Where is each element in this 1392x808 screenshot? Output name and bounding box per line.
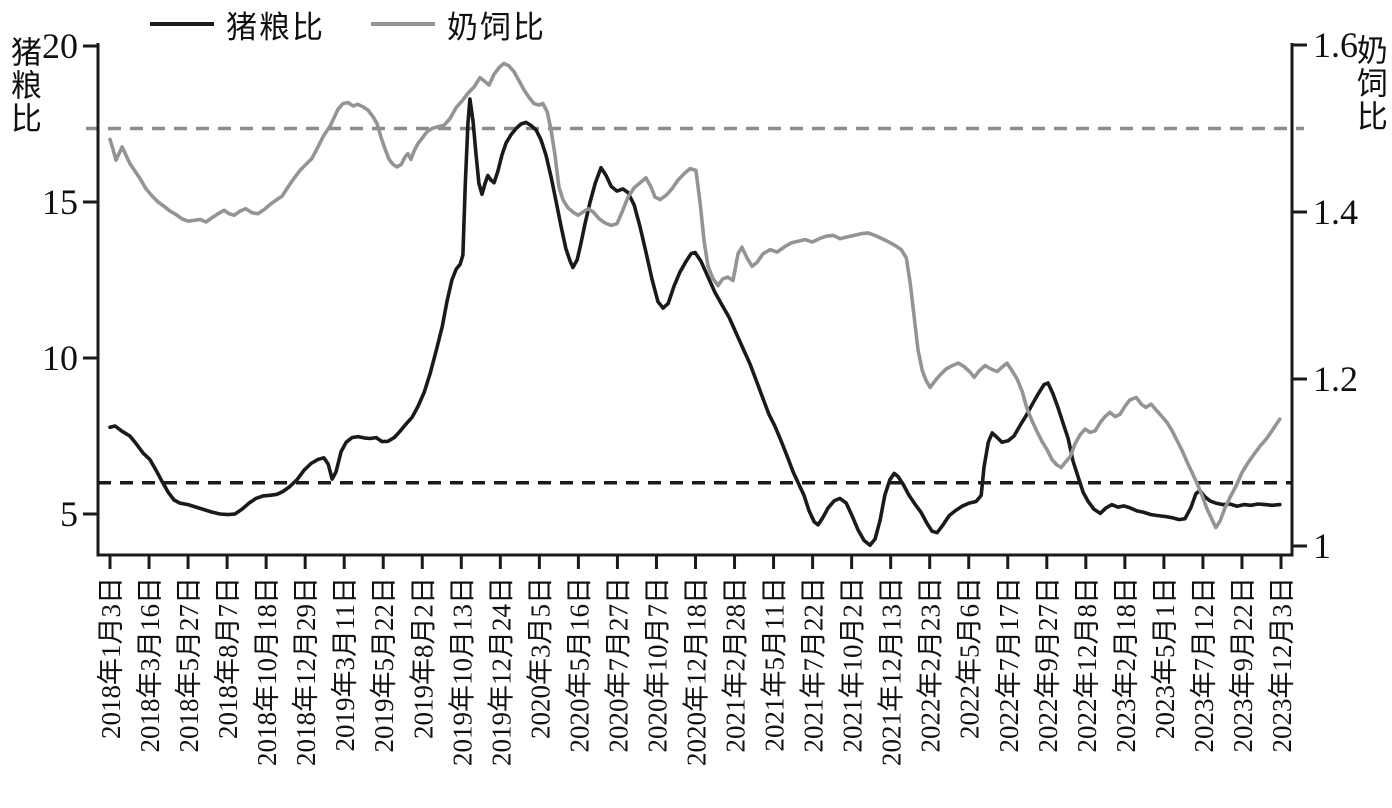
x-axis-date-label: 2020年10月7日 bbox=[642, 577, 672, 753]
x-axis-date-label: 2022年9月27日 bbox=[1033, 577, 1063, 753]
right-axis-tick-label: 1 bbox=[1313, 526, 1331, 566]
left-axis-tick-label: 20 bbox=[42, 26, 78, 66]
x-axis-date-label: 2021年10月2日 bbox=[838, 577, 868, 753]
x-axis-date-label: 2019年3月11日 bbox=[330, 577, 360, 752]
x-axis-date-label: 2022年12月8日 bbox=[1072, 577, 1102, 753]
x-axis-date-label: 2023年5月1日 bbox=[1150, 577, 1180, 739]
pig-grain-ratio-line bbox=[108, 97, 1282, 547]
left-axis-tick-label: 10 bbox=[42, 338, 78, 378]
x-axis-date-label: 2023年12月3日 bbox=[1267, 577, 1297, 753]
x-axis-date-label: 2022年5月6日 bbox=[955, 577, 985, 739]
left-axis-title: 猪粮比 bbox=[5, 36, 41, 135]
x-axis-date-label: 2019年8月2日 bbox=[408, 577, 438, 739]
legend: 猪粮比 奶饲比 bbox=[150, 2, 546, 46]
milk-feed-ratio-line bbox=[108, 61, 1282, 530]
x-axis-date-label: 2018年10月18日 bbox=[252, 577, 282, 766]
legend-item-milk-feed: 奶饲比 bbox=[371, 2, 546, 47]
right-axis-tick-label: 1.4 bbox=[1313, 192, 1358, 232]
x-axis-date-label: 2018年8月7日 bbox=[213, 577, 243, 739]
right-axis-tick-label: 1.2 bbox=[1313, 359, 1358, 399]
x-axis-date-label: 2021年12月13日 bbox=[877, 577, 907, 766]
legend-label-milk-feed: 奶饲比 bbox=[447, 9, 546, 45]
x-axis-date-label: 2020年7月27日 bbox=[603, 577, 633, 753]
x-axis-date-label: 2018年5月27日 bbox=[174, 577, 204, 753]
x-axis-date-label: 2018年1月3日 bbox=[96, 577, 126, 739]
right-axis-tick-label: 1.6 bbox=[1313, 25, 1358, 65]
x-axis-date-label: 2021年7月22日 bbox=[799, 577, 829, 753]
pig-grain-line-swatch bbox=[150, 22, 214, 26]
x-axis-date-label: 2021年2月28日 bbox=[721, 577, 751, 753]
x-axis-date-label: 2020年3月5日 bbox=[525, 577, 555, 739]
x-axis-date-label: 2019年5月22日 bbox=[369, 577, 399, 753]
legend-label-pig-grain: 猪粮比 bbox=[226, 9, 325, 45]
x-axis-date-label: 2019年10月13日 bbox=[447, 577, 477, 766]
x-axis-date-label: 2018年12月29日 bbox=[291, 577, 321, 766]
left-axis-tick-label: 15 bbox=[42, 182, 78, 222]
left-axis-tick-label: 5 bbox=[60, 494, 78, 534]
x-axis-date-label: 2022年2月23日 bbox=[916, 577, 946, 753]
right-axis-title: 奶饲比 bbox=[1351, 34, 1387, 133]
legend-item-pig-grain: 猪粮比 bbox=[150, 2, 325, 47]
x-axis-date-label: 2023年2月18日 bbox=[1111, 577, 1141, 753]
x-axis-date-label: 2022年7月17日 bbox=[994, 577, 1024, 753]
x-axis-date-label: 2023年9月22日 bbox=[1228, 577, 1258, 753]
x-axis-date-label: 2018年3月16日 bbox=[135, 577, 165, 753]
x-axis-date-label: 2020年5月16日 bbox=[564, 577, 594, 753]
x-axis-date-label: 2023年7月12日 bbox=[1189, 577, 1219, 753]
x-axis-date-label: 2021年5月11日 bbox=[760, 577, 790, 752]
x-axis-date-label: 2019年12月24日 bbox=[486, 577, 516, 766]
milk-feed-line-swatch bbox=[371, 22, 435, 26]
x-axis-date-label: 2020年12月18日 bbox=[682, 577, 712, 766]
